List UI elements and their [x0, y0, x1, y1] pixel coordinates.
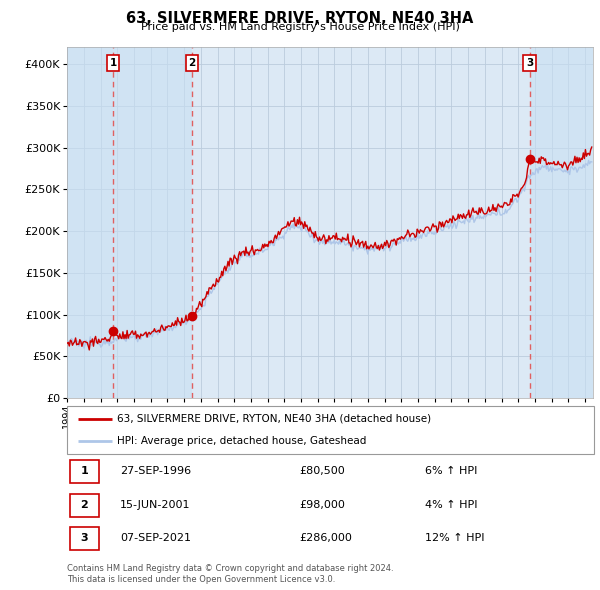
- Text: £98,000: £98,000: [299, 500, 345, 510]
- Text: 07-SEP-2021: 07-SEP-2021: [120, 533, 191, 543]
- Text: 12% ↑ HPI: 12% ↑ HPI: [425, 533, 485, 543]
- Text: £80,500: £80,500: [299, 467, 345, 476]
- FancyBboxPatch shape: [67, 406, 594, 454]
- Text: 3: 3: [526, 58, 533, 68]
- Text: 2: 2: [80, 500, 88, 510]
- Text: This data is licensed under the Open Government Licence v3.0.: This data is licensed under the Open Gov…: [67, 575, 335, 584]
- FancyBboxPatch shape: [70, 493, 99, 517]
- Text: HPI: Average price, detached house, Gateshead: HPI: Average price, detached house, Gate…: [117, 436, 367, 446]
- Bar: [113, 47, 192, 398]
- Text: 3: 3: [80, 533, 88, 543]
- Text: 6% ↑ HPI: 6% ↑ HPI: [425, 467, 478, 476]
- Text: 15-JUN-2001: 15-JUN-2001: [120, 500, 190, 510]
- Text: 1: 1: [110, 58, 117, 68]
- FancyBboxPatch shape: [70, 527, 99, 550]
- Text: 63, SILVERMERE DRIVE, RYTON, NE40 3HA (detached house): 63, SILVERMERE DRIVE, RYTON, NE40 3HA (d…: [117, 414, 431, 424]
- Text: 2: 2: [188, 58, 196, 68]
- Text: £286,000: £286,000: [299, 533, 352, 543]
- Text: 4% ↑ HPI: 4% ↑ HPI: [425, 500, 478, 510]
- Text: 1: 1: [80, 467, 88, 476]
- Text: Price paid vs. HM Land Registry's House Price Index (HPI): Price paid vs. HM Land Registry's House …: [140, 22, 460, 32]
- FancyBboxPatch shape: [70, 460, 99, 483]
- Text: 63, SILVERMERE DRIVE, RYTON, NE40 3HA: 63, SILVERMERE DRIVE, RYTON, NE40 3HA: [127, 11, 473, 25]
- Text: 27-SEP-1996: 27-SEP-1996: [120, 467, 191, 476]
- Bar: [530, 47, 593, 398]
- Text: Contains HM Land Registry data © Crown copyright and database right 2024.: Contains HM Land Registry data © Crown c…: [67, 565, 394, 573]
- Bar: [67, 47, 113, 398]
